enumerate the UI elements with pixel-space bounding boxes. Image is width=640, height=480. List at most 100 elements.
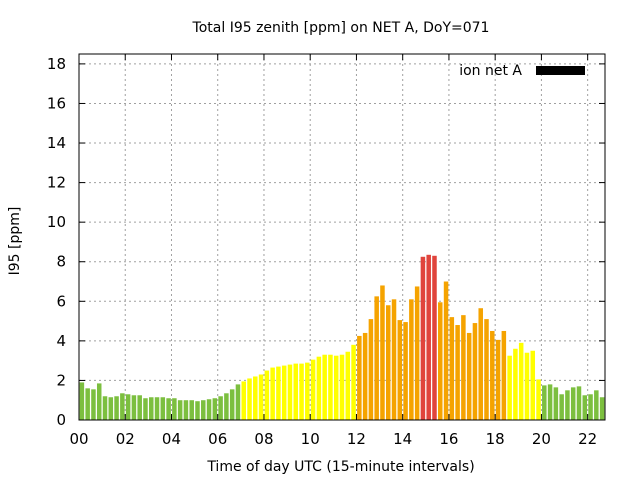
bar <box>478 308 483 420</box>
bar <box>270 367 275 420</box>
bars <box>79 254 605 420</box>
bar <box>253 376 258 420</box>
bar <box>166 398 171 420</box>
bar <box>420 256 426 420</box>
bar <box>501 330 507 420</box>
bar <box>524 352 530 420</box>
bar <box>357 335 362 420</box>
bar <box>322 354 327 420</box>
bar <box>466 332 472 420</box>
bar <box>195 401 200 420</box>
bar <box>287 364 293 420</box>
bar <box>102 396 108 420</box>
bar <box>333 355 339 420</box>
x-tick-label: 10 <box>301 430 320 448</box>
y-tick-label: 2 <box>56 371 66 389</box>
bar <box>212 398 218 420</box>
bar <box>148 397 154 420</box>
x-tick-label: 12 <box>347 430 366 448</box>
y-tick-label: 14 <box>47 134 66 152</box>
y-tick-label: 18 <box>47 55 66 73</box>
bar <box>131 395 137 420</box>
bar <box>79 382 85 420</box>
y-tick-label: 10 <box>47 213 66 231</box>
bar <box>293 363 299 420</box>
bar <box>201 400 206 420</box>
bar <box>513 348 518 420</box>
bar <box>518 342 524 420</box>
bar <box>449 317 455 420</box>
x-tick-label: 16 <box>439 430 458 448</box>
bar <box>438 302 443 420</box>
bar <box>137 395 142 420</box>
bar <box>276 366 281 420</box>
bar <box>125 394 131 420</box>
x-tick-label: 00 <box>69 430 88 448</box>
bar <box>582 395 588 420</box>
bar <box>507 355 512 420</box>
bar <box>374 296 379 420</box>
bar <box>443 281 449 420</box>
bar <box>143 398 148 420</box>
bar <box>305 362 310 420</box>
legend: ion net A <box>459 63 585 79</box>
plot-frame <box>78 53 606 421</box>
bar <box>264 370 270 420</box>
bar <box>565 390 570 420</box>
bar <box>495 339 501 420</box>
bar <box>96 383 102 420</box>
bar <box>530 350 536 420</box>
x-axis-label: Time of day UTC (15-minute intervals) <box>206 459 474 475</box>
y-tick-label: 6 <box>56 292 66 310</box>
bar <box>588 394 593 420</box>
bar <box>536 379 541 420</box>
bar <box>299 363 304 420</box>
ticks <box>78 54 605 421</box>
x-tick-label: 20 <box>532 430 551 448</box>
bar <box>328 354 333 420</box>
bar <box>391 299 397 420</box>
y-tick-label: 16 <box>47 94 66 112</box>
bar <box>576 386 582 420</box>
bar <box>345 351 351 420</box>
bar <box>368 319 374 420</box>
bar <box>403 322 408 420</box>
bar <box>258 374 264 420</box>
bar <box>339 354 345 420</box>
bar <box>206 399 212 420</box>
bar <box>426 254 431 420</box>
x-tick-label: 04 <box>162 430 181 448</box>
y-tick-label: 8 <box>56 253 66 271</box>
bar <box>409 299 414 420</box>
bar <box>218 396 223 420</box>
bar <box>108 397 114 420</box>
y-tick-label: 0 <box>56 411 66 429</box>
x-tick-label: 08 <box>254 430 273 448</box>
bar <box>472 323 478 420</box>
bar <box>154 397 160 420</box>
bar <box>362 332 368 420</box>
grid <box>79 54 605 420</box>
bar <box>120 393 125 420</box>
bar <box>594 390 599 420</box>
bar <box>351 344 356 420</box>
bar <box>380 285 385 420</box>
bar <box>542 385 547 420</box>
bar <box>85 388 90 420</box>
chart-title: Total I95 zenith [ppm] on NET A, DoY=071 <box>192 20 490 36</box>
y-axis-label: I95 [ppm] <box>7 207 23 276</box>
bar <box>241 381 246 420</box>
bar <box>229 389 235 420</box>
x-tick-label: 22 <box>578 430 597 448</box>
x-tick-label: 02 <box>116 430 135 448</box>
bar <box>189 400 194 420</box>
bar <box>570 387 576 420</box>
bar <box>183 400 189 420</box>
bar <box>160 397 166 420</box>
bar <box>310 359 316 420</box>
bar <box>432 255 437 420</box>
bar <box>235 384 241 420</box>
legend-label: ion net A <box>459 63 522 79</box>
